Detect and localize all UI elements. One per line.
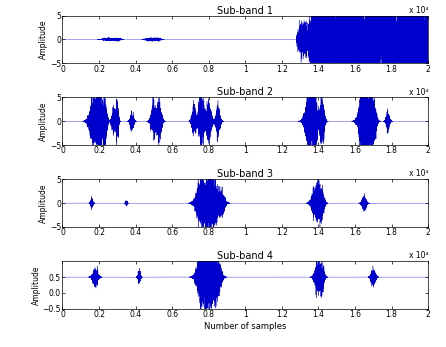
Y-axis label: Amplitude: Amplitude [32,265,41,305]
Text: x 10⁴: x 10⁴ [409,87,428,96]
Title: Sub-band 4: Sub-band 4 [217,251,273,261]
Title: Sub-band 3: Sub-band 3 [217,169,273,179]
X-axis label: Number of samples: Number of samples [204,322,286,331]
Title: Sub-band 2: Sub-band 2 [217,87,273,98]
Text: x 10⁴: x 10⁴ [409,169,428,178]
Text: x 10⁴: x 10⁴ [409,6,428,15]
Y-axis label: Amplitude: Amplitude [39,184,49,223]
Y-axis label: Amplitude: Amplitude [39,102,49,141]
Text: x 10⁴: x 10⁴ [409,251,428,260]
Title: Sub-band 1: Sub-band 1 [217,6,273,16]
Y-axis label: Amplitude: Amplitude [39,20,49,59]
